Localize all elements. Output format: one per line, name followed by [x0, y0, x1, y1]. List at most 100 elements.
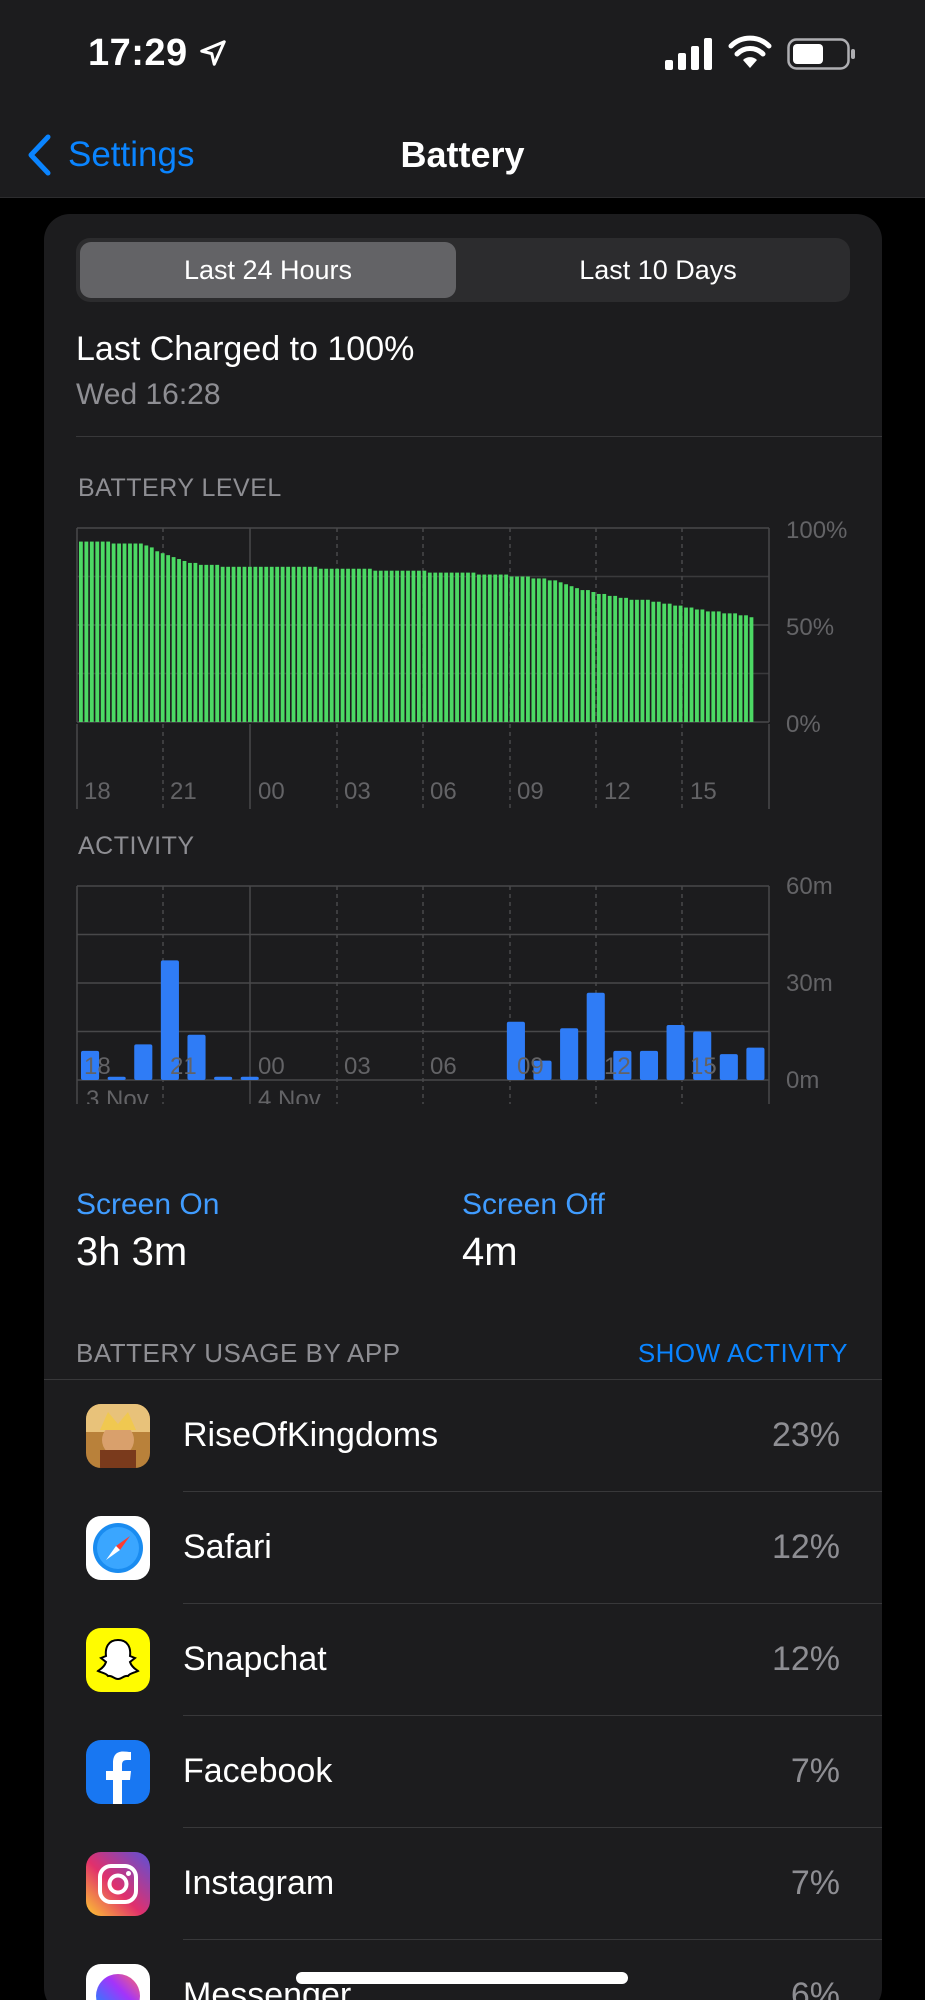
battery-bar: [580, 590, 585, 722]
battery-y-tick: 0%: [786, 711, 821, 734]
activity-label: ACTIVITY: [78, 832, 195, 860]
battery-bar: [335, 568, 340, 722]
activity-x-tick: 15: [690, 1053, 717, 1080]
battery-bar: [695, 609, 699, 722]
app-row-instagram[interactable]: Instagram 7%: [44, 1828, 882, 1940]
status-time: 17:29: [88, 32, 188, 74]
app-name: Instagram: [183, 1864, 335, 1902]
battery-bar: [122, 543, 127, 722]
show-activity-button[interactable]: SHOW ACTIVITY: [637, 1338, 848, 1368]
activity-x-tick: 21: [170, 1053, 197, 1080]
period-segmented-control: Last 24 Hours Last 10 Days: [76, 238, 850, 302]
activity-x-tick: 03: [344, 1053, 371, 1080]
usage-by-app-header: BATTERY USAGE BY APP: [76, 1338, 401, 1368]
battery-bar: [395, 570, 400, 722]
battery-bar: [689, 607, 694, 722]
battery-bar: [466, 572, 470, 722]
battery-bar: [346, 568, 350, 722]
home-indicator[interactable]: [296, 1972, 628, 1984]
messenger-icon: [86, 1964, 150, 2000]
app-percent: 6%: [790, 1976, 840, 2000]
battery-bar: [138, 543, 143, 722]
divider: [183, 1491, 882, 1492]
activity-bar: [506, 1021, 525, 1080]
battery-bar: [482, 574, 487, 722]
activity-date-label: 4 Nov: [258, 1086, 321, 1104]
back-button[interactable]: Settings: [26, 130, 194, 180]
battery-bar: [749, 617, 754, 722]
battery-bar: [84, 541, 89, 722]
battery-bar: [362, 568, 367, 722]
activity-bar: [560, 1028, 579, 1080]
battery-bar: [575, 588, 579, 722]
segment-last-24-hours[interactable]: Last 24 Hours: [80, 242, 456, 298]
battery-bar: [400, 570, 405, 722]
activity-bar: [107, 1076, 126, 1080]
activity-chart: 60m 30m 0m 18 21 00 03 06 09 12 15 3 Nov…: [76, 873, 833, 1104]
battery-bar: [193, 562, 198, 722]
battery-bar: [351, 568, 356, 722]
activity-x-tick: 00: [258, 1053, 285, 1080]
battery-bar: [509, 576, 514, 722]
app-row-snapchat[interactable]: Snapchat 12%: [44, 1604, 882, 1716]
battery-bar: [313, 566, 318, 722]
app-row-riseofkingdoms[interactable]: RiseOfKingdoms 23%: [44, 1380, 882, 1492]
battery-bar: [275, 566, 280, 722]
battery-bar: [237, 566, 241, 722]
app-row-safari[interactable]: Safari 12%: [44, 1492, 882, 1604]
battery-x-tick: 03: [344, 778, 371, 805]
battery-bar: [558, 582, 563, 722]
battery-bar: [253, 566, 258, 722]
divider: [44, 1379, 882, 1380]
battery-bar: [106, 541, 111, 722]
battery-bar: [645, 599, 650, 722]
battery-bar: [618, 597, 623, 722]
last-charged-time: Wed 16:28: [76, 378, 221, 411]
battery-bar: [542, 578, 547, 722]
battery-bar: [629, 599, 634, 722]
battery-bar: [373, 570, 378, 722]
battery-bar: [231, 566, 236, 722]
battery-bar: [438, 572, 443, 722]
battery-bar: [738, 615, 743, 722]
battery-x-tick: 06: [430, 778, 457, 805]
battery-bar: [596, 593, 601, 722]
app-row-facebook[interactable]: Facebook 7%: [44, 1716, 882, 1828]
activity-bar: [719, 1054, 738, 1080]
battery-bar: [144, 545, 149, 722]
battery-bar: [166, 555, 171, 722]
snapchat-ghost-icon: [86, 1628, 150, 1692]
battery-bar: [678, 605, 683, 722]
divider: [183, 1939, 882, 1940]
activity-bar: [160, 960, 179, 1080]
battery-bar: [215, 564, 220, 722]
battery-x-tick: 12: [604, 778, 631, 805]
battery-bar: [297, 566, 301, 722]
battery-bar: [248, 566, 252, 722]
location-arrow-icon: [200, 40, 226, 66]
battery-bar: [79, 541, 83, 722]
battery-bar: [705, 611, 710, 722]
app-percent: 23%: [771, 1416, 840, 1454]
battery-bar: [586, 590, 590, 722]
battery-bar: [635, 599, 639, 722]
battery-bar: [209, 564, 214, 722]
battery-y-tick: 50%: [786, 614, 834, 641]
app-row-messenger[interactable]: Messenger 6%: [44, 1940, 882, 2000]
battery-bar: [471, 572, 476, 722]
battery-bar: [526, 576, 530, 722]
battery-bar: [291, 566, 296, 722]
battery-bar: [673, 605, 678, 722]
battery-bar: [564, 584, 569, 722]
battery-bar: [280, 566, 285, 722]
battery-bar: [95, 541, 100, 722]
screen-off-label: Screen Off: [462, 1188, 605, 1221]
battery-bar: [307, 566, 312, 722]
activity-x-tick: 06: [430, 1053, 457, 1080]
app-percent: 7%: [790, 1752, 840, 1790]
segment-last-10-days[interactable]: Last 10 Days: [579, 255, 737, 285]
activity-y-tick: 0m: [786, 1067, 819, 1094]
activity-bar: [81, 1050, 100, 1080]
app-percent: 12%: [771, 1640, 840, 1678]
battery-bar: [569, 586, 574, 722]
